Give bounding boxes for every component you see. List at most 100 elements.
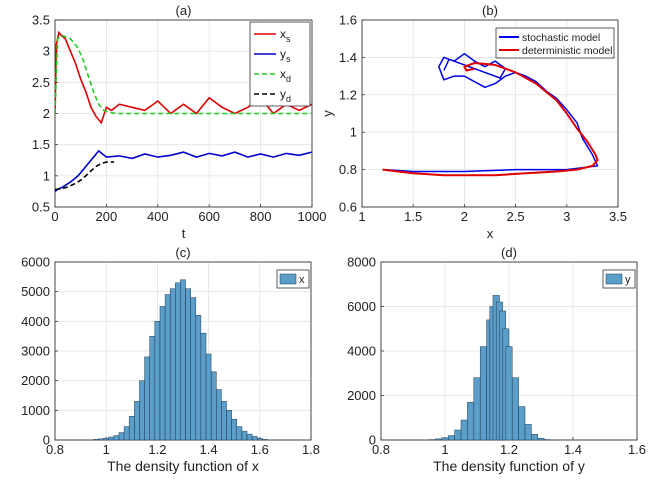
y-tick-label: 0: [43, 433, 50, 448]
histogram-bar: [531, 434, 539, 441]
legend-swatch: [279, 273, 297, 285]
panel-c: 0.8 1 1.2 1.4 1.6 1.8 0 1000 2000 3000 4000 5000 600…: [21, 245, 320, 474]
histogram-bar: [134, 401, 140, 441]
panel-title: (b): [482, 3, 498, 18]
panel-title: (c): [175, 245, 190, 260]
y-tick-label: 0.5: [32, 200, 50, 215]
axes-frame: [361, 19, 619, 208]
x-tick-label: 1: [103, 442, 110, 457]
histogram-bar: [467, 401, 475, 441]
x-tick-label: 3: [563, 209, 570, 224]
y-tick-label: 2000: [21, 373, 50, 388]
legend-label-main: x: [280, 67, 286, 81]
panel-title: (d): [501, 245, 517, 260]
legend-label: ys: [280, 47, 291, 64]
y-tick-label: 1.5: [32, 137, 50, 152]
y-tick-label: 8000: [347, 255, 376, 270]
y-tick-label: 2000: [347, 388, 376, 403]
legend-label: y: [625, 274, 631, 286]
legend-label-main: y: [280, 87, 286, 101]
legend-label: xs: [280, 27, 291, 44]
x-tick-label: 1.2: [148, 442, 166, 457]
histogram-bar: [262, 439, 268, 441]
y-tick-label: 4000: [347, 344, 376, 359]
histogram-bar: [123, 426, 130, 441]
x-axis-label: t: [182, 226, 186, 241]
legend-label-main: x: [280, 27, 286, 41]
x-axis-label: The density function of y: [433, 458, 585, 474]
x-tick-label: 1.6: [628, 442, 646, 457]
x-tick-label: 2: [461, 209, 468, 224]
y-tick-label: 2: [43, 106, 50, 121]
legend-label: yd: [280, 87, 291, 104]
legend-label-main: y: [280, 47, 286, 61]
y-tick-label: 4000: [21, 314, 50, 329]
histogram-bar: [103, 437, 109, 441]
histogram-bar: [185, 288, 191, 441]
legend-label-sub: d: [286, 94, 291, 104]
histogram-bar: [180, 279, 186, 441]
y-tick-label: 3: [43, 44, 50, 59]
y-tick-label: 0.8: [339, 162, 357, 177]
y-tick-label: 5000: [21, 284, 50, 299]
x-tick-label: 1.8: [302, 442, 320, 457]
histogram-bar: [164, 294, 171, 441]
histogram-bar: [221, 401, 227, 441]
histogram-bar: [479, 346, 487, 441]
histogram-bar: [98, 438, 104, 441]
y-axis-label: y: [320, 110, 335, 117]
histogram-bar: [195, 315, 202, 441]
y-tick-label: 2.5: [32, 75, 50, 90]
x-tick-label: 1.6: [251, 442, 269, 457]
legend-label: stochastic model: [522, 32, 600, 44]
legend-label-sub: s: [286, 34, 291, 44]
histogram-bar: [447, 435, 455, 441]
x-tick-label: 1.4: [564, 442, 582, 457]
y-tick-label: 1.2: [339, 87, 357, 102]
histogram-bar: [537, 437, 545, 441]
histogram-bar: [200, 332, 207, 441]
histogram-bar: [518, 406, 526, 441]
histogram-bar: [226, 410, 232, 441]
y-tick-label: 1.6: [339, 13, 357, 28]
histogram-bar: [241, 430, 248, 441]
panel-title: (a): [176, 3, 192, 18]
y-tick-label: 3000: [21, 344, 50, 359]
x-axis-label: The density function of x: [107, 458, 259, 474]
histogram-bar: [205, 353, 212, 441]
histogram-bar: [460, 419, 468, 441]
x-axis-label: x: [487, 226, 494, 241]
legend-label-sub: s: [286, 54, 291, 64]
series-line-deterministic-model: [382, 62, 599, 177]
x-tick-label: 0.8: [46, 442, 64, 457]
x-tick-label: 1: [441, 442, 448, 457]
histogram-bar: [435, 438, 443, 441]
histogram-bar: [524, 424, 532, 441]
y-tick-label: 1: [350, 125, 357, 140]
histogram-bar: [256, 437, 263, 441]
x-tick-label: 1.2: [500, 442, 518, 457]
legend-box: [495, 27, 615, 59]
legend-label: x: [299, 274, 305, 286]
y-tick-label: 1000: [21, 403, 50, 418]
histogram-bar: [216, 389, 222, 441]
series-line-stochastic-model: [384, 52, 599, 173]
histogram-bar: [511, 377, 519, 441]
series-line-y-s: [55, 149, 312, 193]
histogram-bar: [139, 380, 145, 441]
x-tick-label: 0: [51, 209, 58, 224]
x-tick-label: 1: [358, 209, 365, 224]
legend: x: [276, 269, 310, 289]
legend: y: [602, 269, 636, 289]
x-tick-label: 1.4: [200, 442, 218, 457]
histogram-bar: [118, 432, 125, 441]
y-tick-label: 1.4: [339, 50, 357, 65]
histogram-bar: [231, 418, 237, 441]
y-tick-label: 0.6: [339, 200, 357, 215]
histogram-bar: [190, 297, 197, 441]
y-tick-label: 0: [369, 433, 376, 448]
panel-d: 0.8 1 1.2 1.4 1.6 0 2000 4000 6000 8000 (d) The den…: [347, 245, 646, 474]
histogram-bar: [505, 346, 513, 441]
